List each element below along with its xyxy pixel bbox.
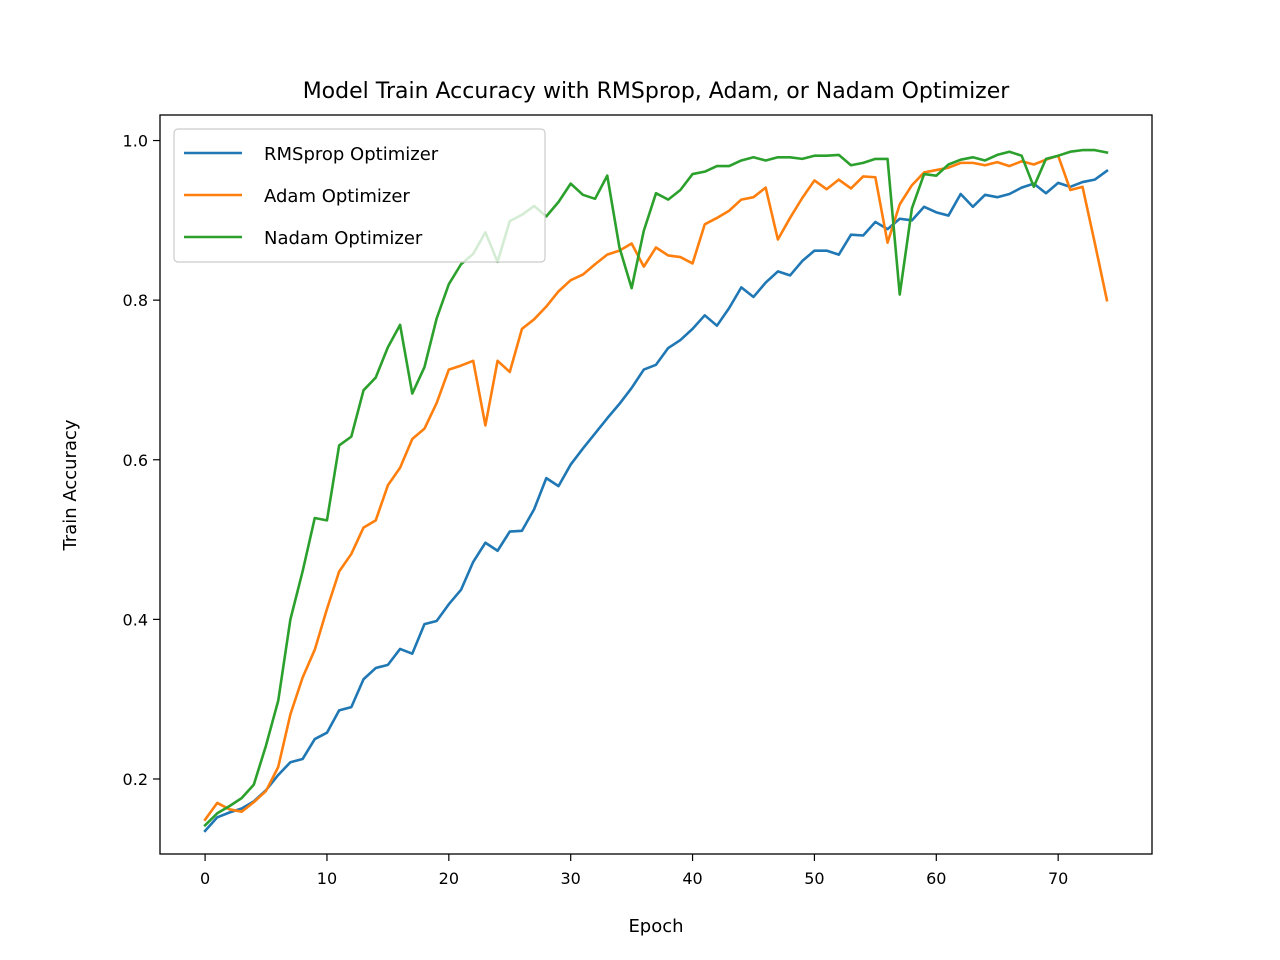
x-tick-label: 50 <box>804 869 824 888</box>
y-tick-label: 0.2 <box>123 770 148 789</box>
x-tick-label: 20 <box>439 869 459 888</box>
series-line-adam <box>203 154 1109 822</box>
legend-label-rmsprop: RMSprop Optimizer <box>264 144 439 165</box>
x-tick-label: 0 <box>200 869 210 888</box>
x-axis: 0 10 20 30 40 50 60 70 <box>200 854 1068 888</box>
series-layer <box>203 148 1109 833</box>
y-tick-label: 1.0 <box>123 132 148 151</box>
y-axis: 0.2 0.4 0.6 0.8 1.0 <box>123 132 160 789</box>
y-axis-label: Train Accuracy <box>60 419 81 551</box>
y-tick-label: 0.8 <box>123 291 148 310</box>
legend-label-adam: Adam Optimizer <box>264 186 410 207</box>
x-tick-label: 60 <box>926 869 946 888</box>
series-line-rmsprop <box>203 169 1109 833</box>
x-tick-label: 30 <box>561 869 581 888</box>
x-axis-label: Epoch <box>628 916 683 937</box>
legend-box <box>173 128 546 263</box>
y-tick-label: 0.6 <box>123 451 148 470</box>
x-tick-label: 70 <box>1048 869 1068 888</box>
x-tick-label: 40 <box>682 869 702 888</box>
chart-title: Model Train Accuracy with RMSprop, Adam,… <box>303 79 1011 104</box>
plot-frame <box>159 114 1153 855</box>
x-tick-label: 10 <box>317 869 337 888</box>
legend: RMSprop Optimizer Adam Optimizer Nadam Opt… <box>173 128 546 263</box>
legend-label-nadam: Nadam Optimizer <box>264 228 423 249</box>
series-line-nadam <box>203 148 1109 828</box>
y-tick-label: 0.4 <box>123 610 148 629</box>
